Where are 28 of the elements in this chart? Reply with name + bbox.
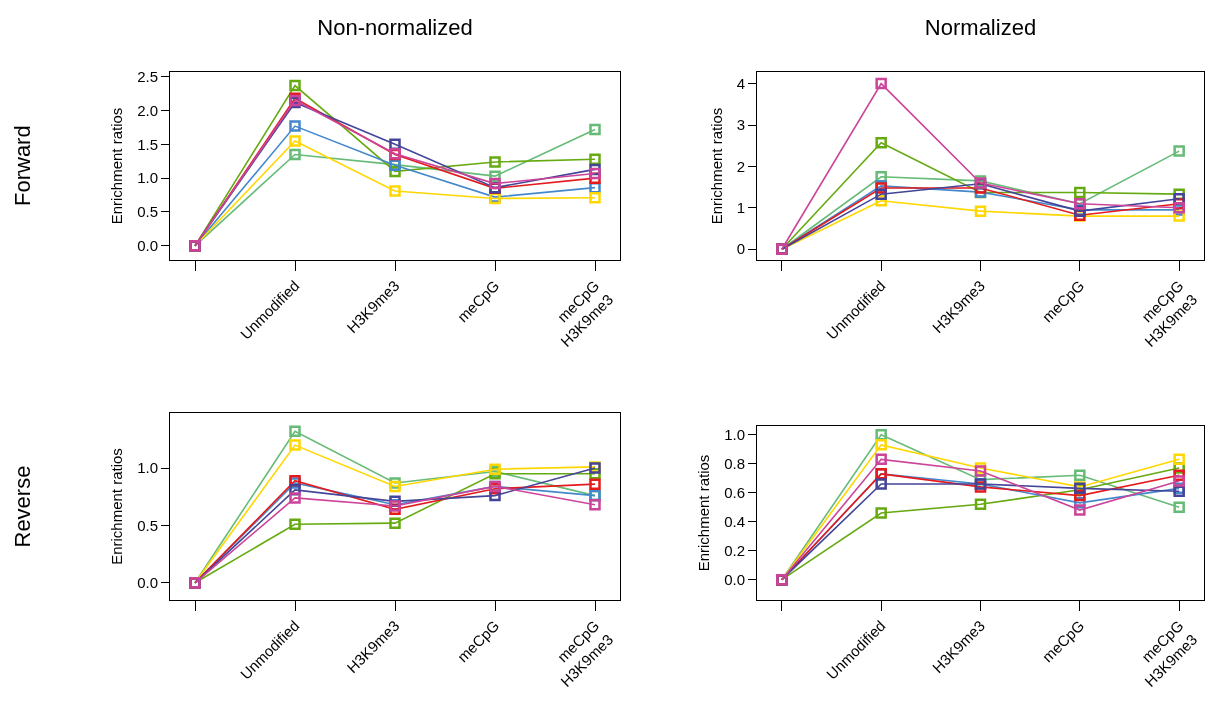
chart-title: Normalized	[924, 15, 1037, 41]
y-tick-label: 0.4	[724, 512, 745, 530]
y-tick-label: 0.2	[724, 541, 745, 559]
y-axis-title: Enrichment ratios	[108, 448, 126, 565]
y-tick-label: 1.5	[137, 135, 158, 153]
y-tick-label: 0.0	[137, 574, 158, 592]
y-tick-label: 0.6	[724, 483, 745, 501]
y-tick-label: 2.0	[137, 101, 158, 119]
y-tick-label: 1.0	[724, 425, 745, 443]
y-tick-label: 1	[736, 199, 745, 217]
y-tick-label: 0.0	[137, 237, 158, 255]
y-tick-label: 0	[736, 240, 745, 258]
y-tick-label: 0.5	[137, 203, 158, 221]
y-tick-label: 0.8	[724, 454, 745, 472]
y-axis-title: Enrichment ratios	[695, 454, 713, 572]
y-tick-label: 2	[736, 157, 745, 175]
y-tick-label: 0.0	[724, 570, 745, 588]
y-axis-title: Enrichment ratios	[707, 107, 725, 225]
y-tick-label: 2.5	[137, 67, 158, 85]
text: Forward	[10, 125, 35, 206]
y-tick-label: 4	[736, 74, 745, 92]
y-tick-label: 3	[736, 116, 745, 134]
y-tick-label: 1.0	[137, 459, 158, 477]
y-axis-title: Enrichment ratios	[108, 107, 126, 225]
y-tick-label: 1.0	[137, 169, 158, 187]
chart-title: Non-normalized	[317, 15, 473, 41]
text: Reverse	[9, 465, 35, 548]
y-tick-label: 0.5	[137, 516, 158, 534]
